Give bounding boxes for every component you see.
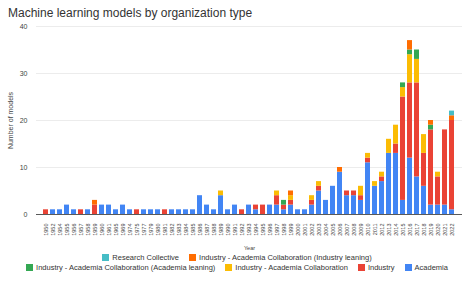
- svg-text:1954: 1954: [57, 224, 63, 236]
- svg-text:10: 10: [20, 164, 28, 171]
- svg-text:1969: 1969: [120, 224, 126, 236]
- svg-text:1955: 1955: [64, 224, 70, 236]
- svg-text:2017: 2017: [414, 224, 420, 236]
- html-text:Industry - Academia Collaborat: Industry - Academia Collaboration (Indus…: [199, 253, 372, 262]
- svg-text:2010: 2010: [365, 224, 371, 236]
- html-text:Industry: Industry: [367, 263, 395, 272]
- svg-text:1960: 1960: [99, 224, 105, 236]
- svg-text:1977: 1977: [141, 224, 147, 236]
- svg-text:1990: 1990: [225, 224, 231, 236]
- svg-text:Year: Year: [244, 245, 255, 251]
- svg-text:1986: 1986: [197, 224, 203, 236]
- svg-text:1995: 1995: [260, 224, 266, 236]
- svg-text:1961: 1961: [106, 224, 112, 236]
- svg-text:1952: 1952: [50, 224, 56, 236]
- svg-text:1950: 1950: [43, 224, 49, 236]
- svg-text:2015: 2015: [400, 224, 406, 236]
- svg-text:0: 0: [24, 211, 28, 218]
- svg-text:2012: 2012: [379, 224, 385, 236]
- svg-text:1987: 1987: [204, 224, 210, 236]
- svg-text:2004: 2004: [323, 224, 329, 236]
- svg-text:2008: 2008: [351, 224, 357, 236]
- svg-text:2018: 2018: [421, 224, 427, 236]
- svg-text:1957: 1957: [78, 224, 84, 236]
- html-text:Industry - Academia Collaborat: Industry - Academia Collaboration (Acade…: [36, 263, 216, 272]
- svg-text:1998: 1998: [281, 224, 287, 236]
- svg-text:Number of models: Number of models: [7, 91, 14, 149]
- svg-text:2005: 2005: [330, 224, 336, 236]
- svg-text:1999: 1999: [288, 224, 294, 236]
- svg-text:2000: 2000: [295, 224, 301, 236]
- svg-text:2016: 2016: [407, 224, 413, 236]
- html-text:Research Collective: Research Collective: [112, 253, 179, 262]
- svg-text:1958: 1958: [85, 224, 91, 236]
- svg-text:1988: 1988: [211, 224, 217, 236]
- svg-text:1994: 1994: [253, 224, 259, 236]
- svg-text:2002: 2002: [309, 224, 315, 236]
- svg-text:1992: 1992: [239, 224, 245, 236]
- svg-text:1956: 1956: [71, 224, 77, 236]
- svg-text:1996: 1996: [267, 224, 273, 236]
- svg-text:1980: 1980: [155, 224, 161, 236]
- svg-text:2021: 2021: [442, 224, 448, 236]
- svg-text:1997: 1997: [274, 224, 280, 236]
- html-text:Industry - Academia Collaborat: Industry - Academia Collaboration: [235, 263, 348, 272]
- svg-text:1983: 1983: [176, 224, 182, 236]
- svg-text:1965: 1965: [113, 224, 119, 236]
- svg-text:1979: 1979: [148, 224, 154, 236]
- svg-text:2007: 2007: [344, 224, 350, 236]
- svg-text:2009: 2009: [358, 224, 364, 236]
- svg-text:2019: 2019: [428, 224, 434, 236]
- svg-text:1984: 1984: [183, 224, 189, 236]
- svg-text:1993: 1993: [246, 224, 252, 236]
- svg-text:2020: 2020: [435, 224, 441, 236]
- svg-text:2022: 2022: [449, 224, 455, 236]
- svg-text:1974: 1974: [127, 224, 133, 236]
- svg-text:40: 40: [20, 23, 28, 30]
- svg-text:2013: 2013: [386, 224, 392, 236]
- svg-text:1991: 1991: [232, 224, 238, 236]
- svg-text:1989: 1989: [218, 224, 224, 236]
- svg-text:2001: 2001: [302, 224, 308, 236]
- svg-text:1981: 1981: [162, 224, 168, 236]
- svg-text:1985: 1985: [190, 224, 196, 236]
- svg-text:1982: 1982: [169, 224, 175, 236]
- html-text:Academia: Academia: [414, 263, 448, 272]
- svg-text:30: 30: [20, 70, 28, 77]
- svg-text:1959: 1959: [92, 224, 98, 236]
- svg-text:20: 20: [20, 117, 28, 124]
- svg-text:2011: 2011: [372, 224, 378, 236]
- svg-text:2003: 2003: [316, 224, 322, 236]
- svg-text:2014: 2014: [393, 224, 399, 236]
- svg-text:2006: 2006: [337, 224, 343, 236]
- svg-text:1975: 1975: [134, 224, 140, 236]
- html-text:Machine learning models by org: Machine learning models by organization …: [8, 6, 253, 20]
